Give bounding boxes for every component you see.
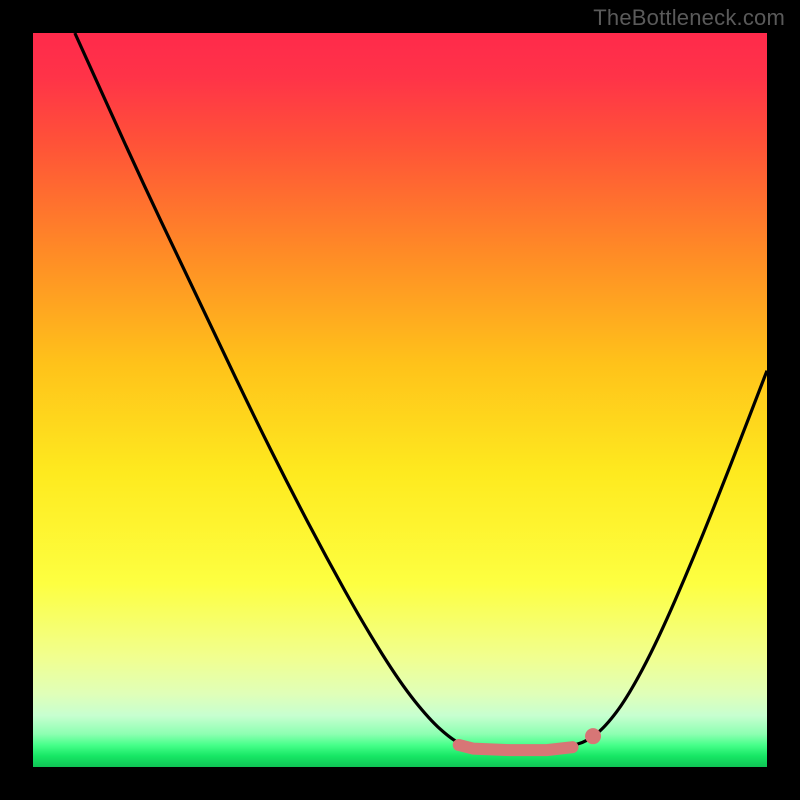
watermark-text: TheBottleneck.com (593, 5, 785, 31)
plot-area (33, 33, 767, 767)
current-config-marker (585, 728, 601, 744)
optimal-range-band (459, 745, 573, 750)
bottleneck-curve (75, 33, 767, 749)
chart-svg (33, 33, 767, 767)
